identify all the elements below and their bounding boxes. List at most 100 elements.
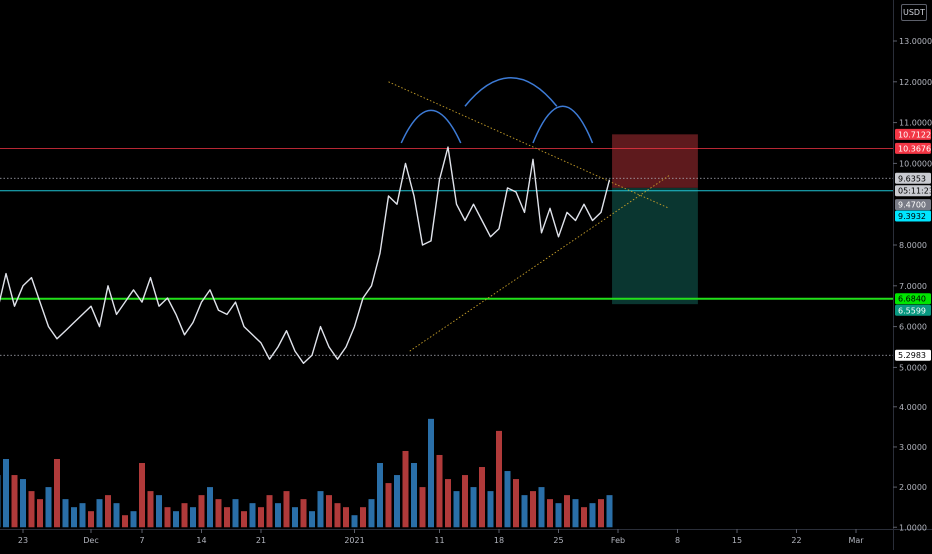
- price-tick-label: 8.0000: [899, 241, 927, 250]
- price-tag: [895, 199, 931, 211]
- price-tick-label: 7.0000: [899, 282, 927, 291]
- volume-bar: [309, 511, 315, 528]
- volume-bar: [241, 511, 247, 528]
- volume-bar: [258, 507, 264, 528]
- volume-bar: [538, 487, 545, 528]
- volume-bar: [283, 491, 290, 528]
- price-tag: [895, 185, 931, 197]
- pattern-arc: [532, 105, 594, 144]
- time-tick-label: 8: [675, 536, 680, 545]
- price-tag-label: 10.3676: [898, 144, 931, 153]
- volume-bar: [317, 491, 324, 528]
- price-tag-label: 9.6353: [898, 174, 926, 183]
- volume-bar: [62, 499, 69, 528]
- volume-bar: [555, 503, 562, 528]
- volume-bar: [606, 495, 613, 528]
- volume-bar: [292, 507, 298, 528]
- price-tag-label: 5.2983: [898, 351, 926, 360]
- volume-bar: [54, 458, 60, 528]
- trendline: [388, 81, 670, 209]
- volume-bar: [470, 487, 477, 528]
- volume-bar: [479, 467, 485, 528]
- volume-bar: [173, 511, 179, 528]
- price-tag-label: 9.4700: [898, 201, 926, 210]
- volume-bar: [572, 499, 579, 528]
- volume-bar: [598, 499, 604, 528]
- time-tick-label: 2021: [344, 536, 364, 545]
- volume-bar: [96, 499, 103, 528]
- volume-bar: [377, 463, 383, 528]
- volume-bar: [385, 483, 392, 528]
- time-tick-label: 7: [139, 536, 144, 545]
- currency-button[interactable]: USDT: [901, 4, 927, 21]
- time-tick-label: 22: [791, 536, 801, 545]
- volume-bar: [487, 491, 494, 528]
- volume-bar: [581, 507, 587, 528]
- time-tick-label: 23: [18, 536, 28, 545]
- price-tag: [895, 142, 931, 154]
- volume-bar: [334, 503, 341, 528]
- volume-bar: [139, 463, 145, 528]
- time-tick-label: 21: [256, 536, 266, 545]
- volume-bar: [224, 507, 230, 528]
- time-tick-label: Dec: [83, 536, 98, 545]
- volume-bar: [445, 479, 451, 528]
- volume-bar: [436, 454, 443, 528]
- volume-bar: [530, 491, 536, 528]
- price-tick-label: 5.0000: [899, 363, 927, 372]
- volume-bar: [113, 503, 120, 528]
- volume-bar: [275, 503, 281, 528]
- volume-bar: [20, 479, 26, 528]
- volume-axis: 4.0000 3.0000 2.0000 1.0000: [893, 403, 927, 532]
- volume-bar: [207, 487, 213, 528]
- volume-bar: [11, 475, 18, 528]
- price-tick-label: 11.0000: [899, 119, 932, 128]
- volume-bar: [513, 479, 519, 528]
- volume-bar: [589, 503, 596, 528]
- stop-loss-zone: [612, 134, 698, 188]
- volume-tick-label: 4.0000: [899, 403, 927, 412]
- volume-bar: [105, 495, 111, 528]
- volume-bar: [521, 495, 528, 528]
- volume-bar: [198, 495, 205, 528]
- price-tag-label: 10.7122: [898, 130, 931, 139]
- volume-bar: [453, 491, 460, 528]
- trendlines: [388, 81, 670, 352]
- volume-bar: [156, 495, 162, 528]
- volume-bar: [130, 511, 137, 528]
- volume-bar: [88, 511, 94, 528]
- horizontal-levels: [0, 148, 893, 356]
- volume-bar: [71, 507, 77, 528]
- volume-bar: [343, 507, 349, 528]
- volume-bar: [0, 475, 1, 528]
- time-tick-label: 18: [494, 536, 504, 545]
- volume-bar: [411, 463, 417, 528]
- time-tick-label: 14: [196, 536, 206, 545]
- volume-bar: [232, 499, 239, 528]
- volume-bar: [122, 515, 128, 528]
- volume-bar: [45, 487, 52, 528]
- price-line: [0, 146, 611, 364]
- volume-bar: [496, 430, 502, 528]
- volume-bar: [249, 503, 256, 528]
- volume-tick-label: 2.0000: [899, 483, 927, 492]
- volume-bar: [28, 491, 35, 528]
- time-axis[interactable]: 23 Dec 7 14 21 2021 11 18 25 Feb 8 15 22 Mar: [18, 529, 864, 545]
- price-tick-label: 10.0000: [899, 159, 932, 168]
- volume-bar: [351, 515, 358, 528]
- volume-bar: [326, 495, 332, 528]
- price-tag: [895, 210, 931, 222]
- price-tag-label: 05:11:23: [898, 187, 932, 196]
- volume-bar: [504, 471, 511, 528]
- volume-bars: [0, 418, 613, 528]
- volume-bar: [419, 487, 426, 528]
- volume-bar: [402, 450, 409, 528]
- price-tags: 10.7122 10.3676 9.6353 05:11:23 9.4700 9.3932…: [895, 128, 932, 361]
- volume-bar: [37, 499, 43, 528]
- volume-bar: [368, 499, 375, 528]
- price-tag: [895, 172, 931, 184]
- price-tag: [895, 349, 931, 361]
